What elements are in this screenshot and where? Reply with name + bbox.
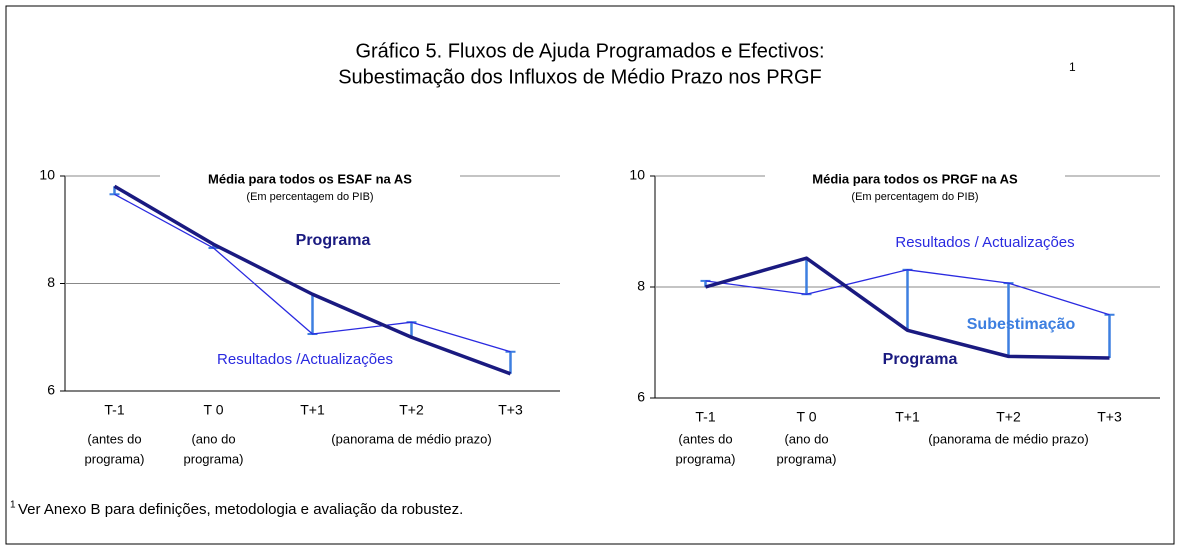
y-tick-label: 8 xyxy=(637,278,645,294)
x-tick-label: T-1 xyxy=(695,409,715,425)
category-note: programa) xyxy=(777,451,837,466)
footnote: Ver Anexo B para definições, metodologia… xyxy=(18,501,463,518)
series-line xyxy=(705,256,1110,360)
annotation: Programa xyxy=(296,232,371,249)
series-line xyxy=(705,269,1110,316)
title-backdrop xyxy=(160,168,460,208)
annotation: Subestimação xyxy=(967,316,1076,333)
series-line xyxy=(113,184,512,376)
y-tick-label: 8 xyxy=(47,274,55,290)
series-line xyxy=(114,193,511,353)
annotation: Programa xyxy=(883,351,958,368)
x-tick-label: T 0 xyxy=(204,402,224,418)
x-tick-label: T+3 xyxy=(1097,409,1122,425)
category-note: programa) xyxy=(676,451,736,466)
category-note: (ano do xyxy=(784,431,828,446)
frame xyxy=(5,5,1175,545)
title-note: 1 xyxy=(1069,60,1076,74)
x-tick-label: T-1 xyxy=(104,402,124,418)
x-tick-label: T+2 xyxy=(399,402,424,418)
chart-subtitle: (Em percentagem do PIB) xyxy=(851,191,978,203)
chart-title: Média para todos os PRGF na AS xyxy=(812,171,1018,186)
figure-title: Gráfico 5. Fluxos de Ajuda Programados e… xyxy=(355,40,824,62)
annotation: Resultados / Actualizações xyxy=(895,234,1074,251)
category-note: (antes do xyxy=(678,431,732,446)
footnote-note: 1 xyxy=(10,500,16,511)
figure-title: Subestimação dos Influxos de Médio Prazo… xyxy=(338,66,822,88)
x-tick-label: T+2 xyxy=(996,409,1021,425)
chart-subtitle: (Em percentagem do PIB) xyxy=(246,191,373,203)
category-note: (ano do xyxy=(191,431,235,446)
category-note: programa) xyxy=(184,451,244,466)
y-tick-label: 10 xyxy=(629,167,645,183)
y-tick-label: 6 xyxy=(47,382,55,398)
title-backdrop xyxy=(765,168,1065,208)
x-tick-label: T+1 xyxy=(300,402,325,418)
chart-title: Média para todos os ESAF na AS xyxy=(208,171,412,186)
x-tick-label: T 0 xyxy=(797,409,817,425)
category-note: programa) xyxy=(85,451,145,466)
category-note: (antes do xyxy=(87,431,141,446)
annotation: Resultados /Actualizações xyxy=(217,351,393,368)
x-tick-label: T+3 xyxy=(498,402,523,418)
x-tick-label: T+1 xyxy=(895,409,920,425)
category-note: (panorama de médio prazo) xyxy=(331,431,491,446)
y-tick-label: 10 xyxy=(39,167,55,183)
y-tick-label: 6 xyxy=(637,389,645,405)
category-note: (panorama de médio prazo) xyxy=(928,431,1088,446)
